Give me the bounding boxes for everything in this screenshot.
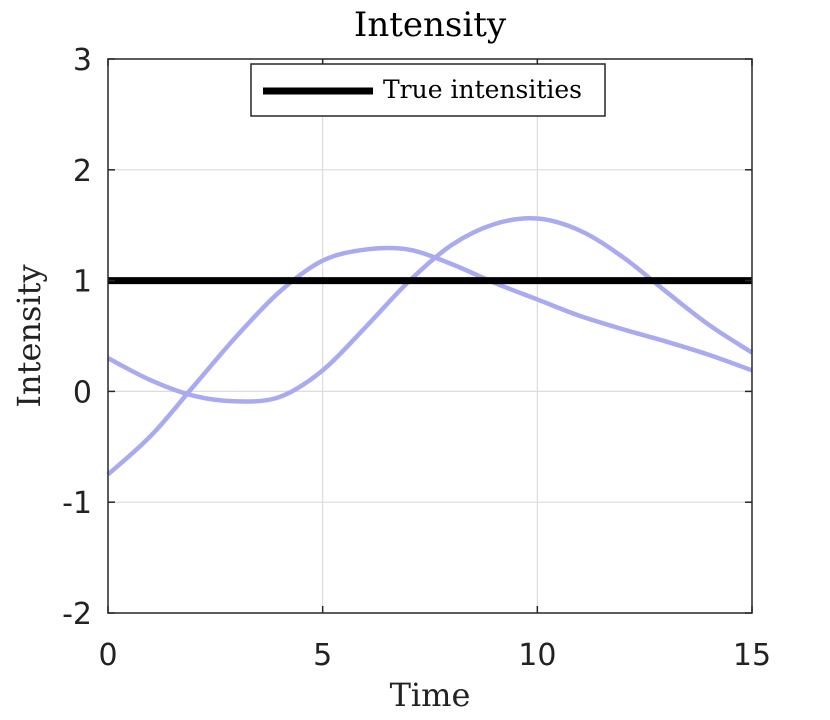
x-tick-label: 5 (313, 638, 332, 673)
y-tick-label: -1 (62, 486, 92, 521)
legend: True intensities (250, 63, 606, 117)
series-line-sample-2 (106, 245, 753, 477)
plot-area-frame (107, 58, 753, 614)
y-tick-labels: -2 -1 0 1 2 3 (62, 43, 92, 632)
series-group (106, 216, 754, 477)
grid-lines (108, 59, 752, 613)
legend-label-true-intensities: True intensities (383, 75, 582, 104)
x-axis-label: Time (390, 676, 471, 714)
y-tick-label: 2 (73, 154, 92, 189)
series-line-sample-1 (106, 216, 754, 404)
x-tick-label: 15 (733, 638, 771, 673)
x-tick-label: 10 (518, 638, 556, 673)
x-tick-label: 0 (98, 638, 117, 673)
y-tick-label: 1 (73, 265, 92, 300)
chart-title: Intensity (354, 5, 507, 45)
y-tick-label: 3 (73, 43, 92, 78)
x-tick-labels: 0 5 10 15 (98, 638, 771, 673)
y-tick-label: 0 (73, 375, 92, 410)
ticks-group (107, 58, 753, 614)
y-axis-label: Intensity (10, 264, 48, 407)
y-tick-label: -2 (62, 597, 92, 632)
